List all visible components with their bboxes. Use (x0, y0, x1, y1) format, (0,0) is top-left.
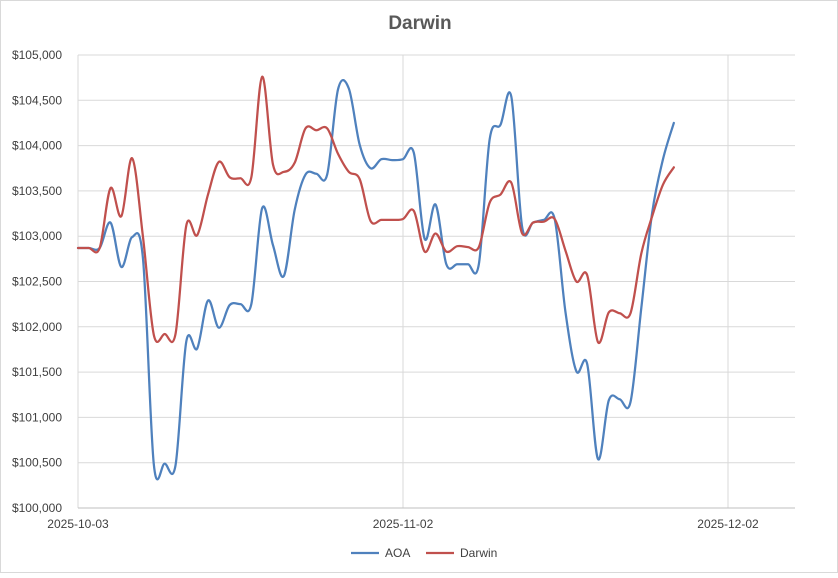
y-tick-label: $104,500 (12, 93, 62, 107)
y-tick-label: $105,000 (12, 48, 62, 62)
y-tick-label: $102,500 (12, 275, 62, 289)
series-line-aoa (76, 79, 675, 481)
x-tick-label: 2025-10-03 (47, 517, 109, 531)
y-tick-label: $103,500 (12, 184, 62, 198)
y-tick-label: $101,000 (12, 410, 62, 424)
y-tick-label: $100,000 (12, 501, 62, 515)
y-axis-ticks: $100,000 $100,500 $101,000 $101,500 $102,000… (12, 48, 62, 515)
x-tick-label: 2025-12-02 (697, 517, 759, 531)
x-tick-label: 2025-11-02 (373, 517, 434, 531)
y-tick-label: $102,000 (12, 320, 62, 334)
y-tick-label: $101,500 (12, 365, 62, 379)
legend: AOA Darwin (351, 546, 497, 560)
gridlines (77, 54, 795, 509)
y-tick-label: $103,000 (12, 229, 62, 243)
y-tick-label: $100,500 (12, 456, 62, 470)
y-tick-label: $104,000 (12, 139, 62, 153)
series-lines (76, 75, 675, 481)
x-axis-ticks: 2025-10-03 2025-11-02 2025-12-02 (47, 517, 759, 531)
legend-label-aoa: AOA (385, 546, 410, 560)
legend-label-darwin: Darwin (460, 546, 497, 560)
series-line-darwin (76, 75, 675, 345)
chart-title: Darwin (388, 13, 451, 34)
